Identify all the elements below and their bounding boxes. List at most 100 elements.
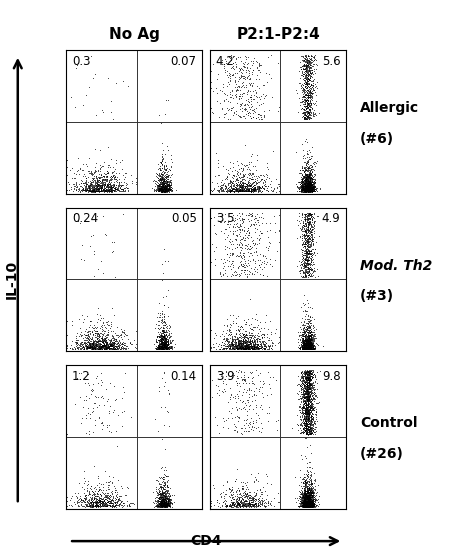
Point xyxy=(165,497,173,506)
Point xyxy=(160,491,168,500)
Point xyxy=(107,322,114,331)
Point xyxy=(305,111,312,120)
Point xyxy=(302,369,310,378)
Point xyxy=(305,366,313,375)
Point xyxy=(303,334,311,343)
Point xyxy=(304,502,312,511)
Point xyxy=(229,52,237,61)
Point xyxy=(308,501,316,510)
Point xyxy=(305,411,312,420)
Point xyxy=(158,169,166,178)
Point xyxy=(300,316,308,325)
Point xyxy=(167,343,175,352)
Point xyxy=(161,344,168,353)
Point xyxy=(297,179,305,188)
Point xyxy=(305,491,313,500)
Point xyxy=(71,344,79,353)
Point xyxy=(256,486,264,495)
Point xyxy=(100,187,108,196)
Point xyxy=(208,498,215,507)
Point xyxy=(255,173,263,182)
Point xyxy=(306,375,314,384)
Point xyxy=(249,325,256,334)
Point xyxy=(310,501,317,510)
Point xyxy=(83,161,91,170)
Point xyxy=(305,75,312,84)
Point xyxy=(160,342,168,350)
Point xyxy=(89,487,97,496)
Point xyxy=(157,501,165,510)
Point xyxy=(238,186,246,195)
Point xyxy=(159,502,166,511)
Point xyxy=(302,323,310,331)
Point xyxy=(73,329,81,338)
Point xyxy=(243,179,251,188)
Point xyxy=(166,502,173,511)
Point xyxy=(304,175,311,184)
Point xyxy=(66,343,73,352)
Point xyxy=(301,502,309,511)
Point xyxy=(104,182,112,191)
Point xyxy=(237,321,245,330)
Point xyxy=(95,345,102,354)
Point xyxy=(308,178,315,187)
Point xyxy=(307,271,314,280)
Point xyxy=(302,496,310,505)
Point xyxy=(68,317,75,326)
Point xyxy=(306,423,313,432)
Point xyxy=(304,424,312,433)
Point xyxy=(100,174,107,183)
Point xyxy=(304,335,312,344)
Point xyxy=(88,180,95,189)
Point xyxy=(306,318,313,327)
Point xyxy=(261,112,268,121)
Point xyxy=(307,423,315,432)
Point xyxy=(229,182,237,191)
Point xyxy=(115,499,123,508)
Point xyxy=(160,342,167,351)
Point xyxy=(304,500,311,509)
Point xyxy=(234,186,242,195)
Point xyxy=(305,170,312,179)
Point xyxy=(229,59,237,68)
Point xyxy=(304,497,311,506)
Point xyxy=(312,87,319,96)
Point xyxy=(93,182,100,191)
Point xyxy=(158,316,165,325)
Point xyxy=(88,183,96,192)
Point xyxy=(93,501,101,510)
Point xyxy=(224,342,232,351)
Point xyxy=(303,490,311,499)
Point xyxy=(305,236,313,245)
Point xyxy=(107,339,114,348)
Point xyxy=(154,335,162,344)
Point xyxy=(226,69,233,78)
Point xyxy=(154,184,161,193)
Point xyxy=(301,500,308,509)
Point xyxy=(246,342,253,351)
Point xyxy=(159,182,166,191)
Point xyxy=(233,235,240,244)
Point xyxy=(303,377,310,386)
Point xyxy=(99,342,106,351)
Point xyxy=(302,407,310,416)
Point xyxy=(159,182,167,191)
Point xyxy=(302,502,310,511)
Point xyxy=(298,420,306,429)
Point xyxy=(301,64,309,73)
Point xyxy=(73,373,81,382)
Point xyxy=(242,187,250,196)
Point xyxy=(306,496,314,505)
Point xyxy=(168,331,175,340)
Point xyxy=(301,367,309,376)
Point xyxy=(104,494,112,503)
Point xyxy=(84,338,92,347)
Point xyxy=(305,185,312,194)
Point xyxy=(264,330,271,339)
Point xyxy=(303,106,311,115)
Point xyxy=(226,184,234,193)
Point xyxy=(158,187,165,196)
Point xyxy=(74,498,82,506)
Point xyxy=(300,492,308,501)
Point xyxy=(299,421,306,430)
